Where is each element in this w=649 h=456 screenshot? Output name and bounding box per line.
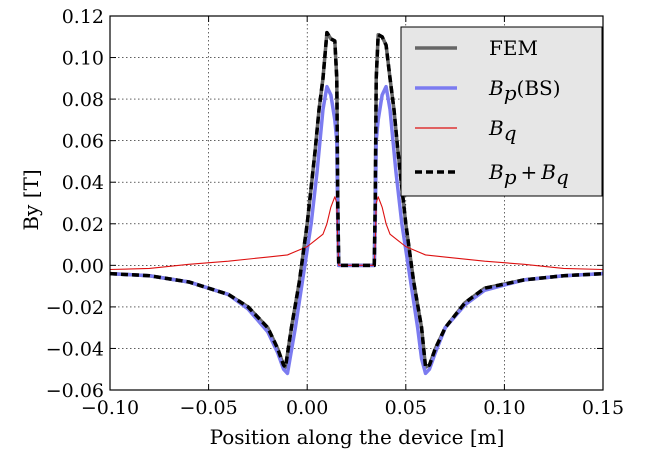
series-line-bq [109, 196, 604, 271]
legend: FEM Bp(BS) Bq Bp + Bq [400, 26, 603, 197]
y-tick-labels: −0.06 −0.04 −0.02 0.00 0.02 0.04 0.06 0.08 0.10 0… [46, 6, 104, 402]
legend-label-bp: Bp(BS) [488, 76, 561, 105]
legend-label-fem: FEM [489, 36, 538, 60]
x-tick-label: 0.15 [582, 397, 624, 419]
y-tick-label: 0.06 [62, 131, 104, 153]
y-tick-label: −0.06 [46, 380, 104, 402]
y-tick-label: 0.04 [62, 172, 104, 194]
x-tick-label: 0.00 [286, 397, 328, 419]
series-layer [109, 30, 604, 376]
plot-frame [109, 15, 604, 391]
legend-box [400, 26, 603, 197]
x-tick-labels: −0.10 −0.05 0.00 0.05 0.10 0.15 [81, 397, 624, 419]
y-tick-label: 0.10 [62, 48, 104, 70]
y-tick-label: 0.08 [62, 89, 104, 111]
y-tick-label: 0.02 [62, 214, 104, 236]
x-tick-label: −0.05 [179, 397, 237, 419]
legend-label-bq: Bq [488, 116, 517, 145]
y-tick-label: −0.02 [46, 297, 104, 319]
y-tick-label: 0.12 [62, 6, 104, 28]
x-axis-title: Position along the device [m] [210, 425, 505, 449]
x-tick-label: 0.10 [483, 397, 525, 419]
x-tick-label: −0.10 [81, 397, 139, 419]
legend-label-sum: Bp + Bq [488, 160, 569, 189]
y-tick-label: 0.00 [62, 255, 104, 277]
series-line-sum [109, 30, 604, 369]
y-axis-title: By [T] [19, 169, 43, 230]
x-tick-label: 0.05 [385, 397, 427, 419]
y-tick-label: −0.04 [46, 338, 104, 360]
